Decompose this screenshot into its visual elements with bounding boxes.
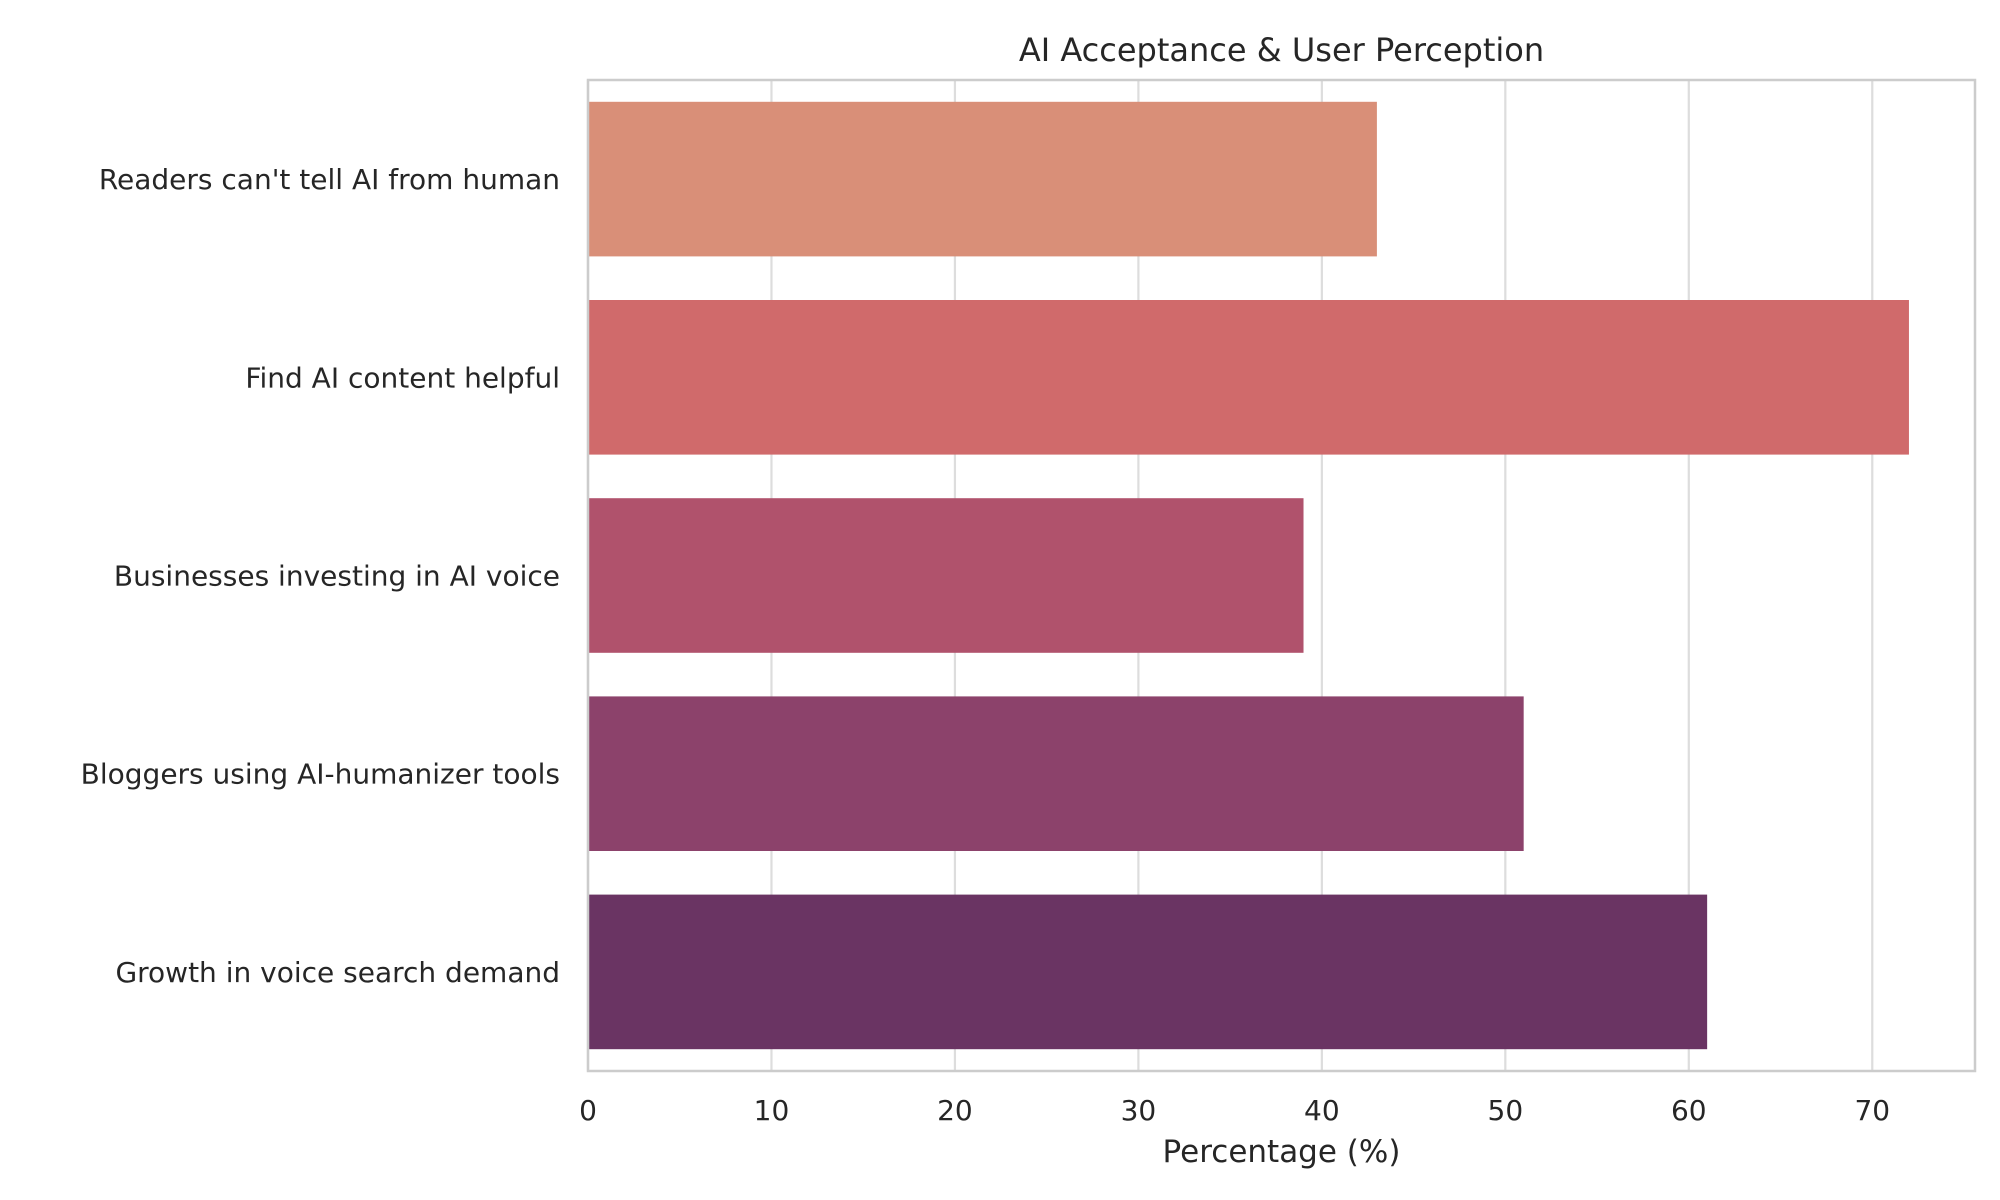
x-tick-label: 10	[754, 1094, 790, 1127]
x-tick-label: 60	[1671, 1094, 1707, 1127]
x-tick-label: 30	[1121, 1094, 1157, 1127]
x-tick-label: 20	[937, 1094, 973, 1127]
x-tick-label: 0	[579, 1094, 597, 1127]
chart-title: AI Acceptance & User Perception	[1019, 31, 1544, 69]
y-category-label: Readers can't tell AI from human	[99, 163, 560, 196]
plot-frame	[586, 78, 1977, 1073]
y-category-label: Find AI content helpful	[245, 361, 560, 394]
x-tick-label: 50	[1488, 1094, 1524, 1127]
bar	[588, 101, 1377, 257]
x-tick-label: 40	[1304, 1094, 1340, 1127]
bars	[588, 101, 1909, 1050]
y-category-label: Bloggers using AI-humanizer tools	[81, 758, 560, 791]
bar	[588, 300, 1909, 455]
x-axis-ticks: 0 10 20 30 40 50 60 70	[579, 1094, 1890, 1127]
y-category-label: Businesses investing in AI voice	[114, 560, 560, 593]
bar	[588, 894, 1708, 1050]
bar	[588, 498, 1304, 653]
y-axis-categories: Readers can't tell AI from human Find AI …	[81, 163, 560, 989]
x-tick-label: 70	[1854, 1094, 1890, 1127]
y-category-label: Growth in voice search demand	[115, 956, 560, 989]
x-axis-label: Percentage (%)	[1163, 1134, 1401, 1170]
bar	[588, 696, 1524, 851]
